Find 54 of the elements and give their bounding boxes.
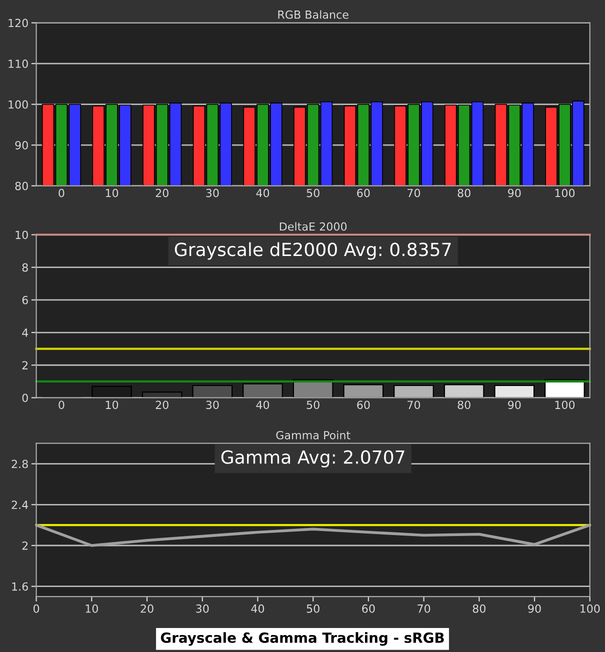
y-tick-label: 1.6 xyxy=(12,582,28,591)
x-tick-label: 100 xyxy=(555,188,575,198)
x-tick-label: 20 xyxy=(156,188,168,198)
x-tick-label: 80 xyxy=(458,188,470,198)
y-tick-label: 6 xyxy=(22,296,28,304)
x-tick-label: 100 xyxy=(580,604,600,613)
y-tick-label: 2 xyxy=(22,361,28,370)
text: Grayscale & Gamma Tracking - sRGB xyxy=(160,632,444,646)
x-tick-label: 50 xyxy=(306,188,320,198)
y-tick-label: 110 xyxy=(8,60,28,68)
x-tick-label: 30 xyxy=(206,400,219,410)
x-tick-label: 70 xyxy=(418,604,430,613)
chart-title: RGB Balance xyxy=(278,10,348,19)
x-tick-label: 20 xyxy=(156,400,168,410)
y-tick-label: 120 xyxy=(8,18,28,28)
annotation: Grayscale dE2000 Avg: 0.8357 xyxy=(174,242,451,260)
x-tick-label: 0 xyxy=(58,400,64,410)
x-tick-label: 10 xyxy=(106,400,118,410)
x-tick-label: 40 xyxy=(251,604,264,613)
x-tick-label: 60 xyxy=(362,604,375,613)
x-tick-label: 90 xyxy=(508,188,521,198)
chart-title: Gamma Point xyxy=(276,430,350,440)
x-tick-label: 80 xyxy=(458,400,470,410)
x-tick-label: 40 xyxy=(256,188,270,198)
x-tick-label: 10 xyxy=(86,604,98,613)
x-tick-label: 20 xyxy=(140,604,154,613)
y-tick-label: 2.8 xyxy=(12,460,28,468)
x-tick-label: 80 xyxy=(472,604,486,613)
x-tick-label: 40 xyxy=(256,400,270,410)
chart-title: DeltaE 2000 xyxy=(280,222,347,231)
y-tick-label: 0 xyxy=(22,394,28,402)
x-tick-label: 10 xyxy=(106,188,118,198)
y-tick-label: 2 xyxy=(22,541,28,550)
x-tick-label: 60 xyxy=(357,400,370,410)
x-tick-label: 0 xyxy=(34,604,40,613)
x-tick-label: 30 xyxy=(196,604,209,613)
y-tick-label: 80 xyxy=(15,182,28,190)
y-tick-label: 90 xyxy=(15,141,28,150)
y-tick-label: 4 xyxy=(22,328,28,337)
x-tick-label: 90 xyxy=(508,400,521,410)
x-tick-label: 50 xyxy=(306,400,320,410)
x-tick-label: 100 xyxy=(555,400,575,410)
x-tick-label: 60 xyxy=(357,188,370,198)
x-tick-label: 70 xyxy=(408,188,420,198)
x-tick-label: 30 xyxy=(206,188,219,198)
x-tick-label: 90 xyxy=(528,604,541,613)
y-tick-label: 2.4 xyxy=(12,500,28,509)
y-tick-label: 10 xyxy=(16,230,28,240)
annotation: Gamma Avg: 2.0707 xyxy=(221,450,404,468)
y-tick-label: 8 xyxy=(22,263,28,272)
x-tick-label: 50 xyxy=(306,604,320,613)
y-tick-label: 100 xyxy=(8,100,28,109)
x-tick-label: 70 xyxy=(408,400,420,410)
x-tick-label: 0 xyxy=(58,188,64,198)
